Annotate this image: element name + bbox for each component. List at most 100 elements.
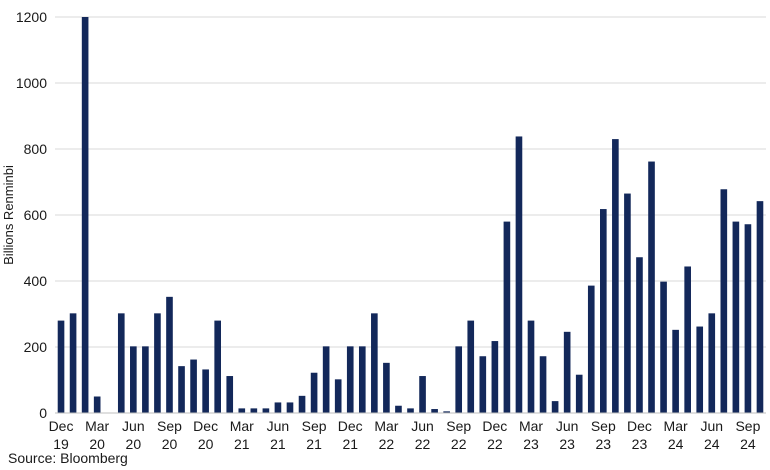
- bar: [551, 401, 559, 413]
- gridlines: [55, 16, 766, 348]
- x-tick-label-year: 22: [487, 436, 503, 452]
- x-tick-label-month: Mar: [230, 418, 254, 434]
- x-tick-label-month: Sep: [157, 418, 182, 434]
- x-tick-label-month: Sep: [446, 418, 471, 434]
- bar: [346, 346, 354, 413]
- x-tick-label-year: 23: [596, 436, 612, 452]
- bar: [407, 408, 414, 413]
- x-tick-label-month: Dec: [482, 418, 507, 434]
- x-tick-label-month: Mar: [85, 418, 109, 434]
- x-tick-label-month: Dec: [627, 418, 652, 434]
- bar: [587, 285, 595, 413]
- bar: [527, 320, 535, 413]
- x-tick-label-year: 20: [89, 436, 105, 452]
- bar: [756, 201, 764, 413]
- bar: [575, 374, 583, 413]
- bar: [563, 331, 571, 413]
- x-tick-label-year: 21: [234, 436, 250, 452]
- bar: [154, 313, 161, 413]
- y-axis-label: Billions Renminbi: [1, 165, 16, 265]
- x-tick-labels: Dec 19 Mar 20 Jun 20 Sep 20 Dec 20 Mar 21 Jun 21 Sep 21…: [49, 418, 761, 452]
- x-tick-label-month: Dec: [338, 418, 363, 434]
- bar: [599, 209, 607, 413]
- bar: [672, 329, 679, 413]
- y-tick-labels: 0 200 400 600 800 1000 1200: [16, 9, 47, 421]
- bar: [419, 376, 426, 413]
- x-tick-label-year: 23: [523, 436, 539, 452]
- x-tick-label-year: 23: [632, 436, 648, 452]
- x-tick-label-month: Dec: [49, 418, 74, 434]
- bar: [744, 224, 752, 413]
- x-tick-label-month: Jun: [556, 418, 579, 434]
- bar: [202, 369, 209, 413]
- bar: [358, 346, 366, 413]
- bar: [515, 136, 523, 413]
- bar: [395, 405, 402, 413]
- bar: [214, 320, 222, 413]
- bar: [503, 221, 511, 413]
- y-tick-label: 400: [24, 273, 48, 289]
- x-tick-label-month: Mar: [374, 418, 398, 434]
- bar: [708, 313, 716, 413]
- bar: [93, 396, 101, 413]
- x-tick-label-year: 20: [162, 436, 178, 452]
- x-tick-label-year: 24: [740, 436, 756, 452]
- x-tick-label-year: 21: [342, 436, 358, 452]
- x-tick-label-month: Mar: [519, 418, 543, 434]
- x-tick-label-month: Dec: [193, 418, 218, 434]
- bar: [443, 411, 450, 413]
- bar: [190, 359, 197, 413]
- y-tick-label: 800: [24, 141, 48, 157]
- bar: [57, 320, 65, 413]
- bar: [539, 356, 547, 413]
- bar: [274, 402, 282, 413]
- x-tick-label-year: 19: [53, 436, 69, 452]
- bar: [69, 313, 77, 413]
- bar: [383, 362, 390, 413]
- x-tick-label-year: 24: [668, 436, 684, 452]
- bar: [624, 193, 631, 413]
- x-tick-label-year: 21: [270, 436, 286, 452]
- bar: [371, 313, 378, 413]
- x-tick-label-month: Sep: [302, 418, 327, 434]
- bar: [491, 341, 499, 413]
- bar: [166, 296, 173, 413]
- x-tick-label-month: Sep: [735, 418, 760, 434]
- x-tick-label-year: 23: [559, 436, 575, 452]
- bar: [130, 346, 137, 413]
- bar: [660, 281, 667, 413]
- bars: [57, 17, 764, 413]
- x-tick-label-month: Jun: [700, 418, 723, 434]
- y-tick-label: 1000: [16, 75, 47, 91]
- bar: [310, 372, 318, 413]
- bar: [720, 189, 728, 413]
- x-tick-label-year: 20: [126, 436, 142, 452]
- bar: [322, 346, 330, 413]
- bar: [298, 395, 306, 413]
- x-tick-label-year: 24: [704, 436, 720, 452]
- x-tick-label-month: Mar: [664, 418, 688, 434]
- x-tick-label-year: 22: [415, 436, 431, 452]
- bar: [455, 346, 463, 413]
- bar: [117, 313, 125, 413]
- x-tick-label-year: 20: [198, 436, 214, 452]
- x-tick-label-month: Jun: [267, 418, 290, 434]
- x-tick-label-month: Jun: [122, 418, 145, 434]
- bar: [431, 409, 438, 413]
- bar: [286, 402, 294, 413]
- bar: [696, 326, 704, 413]
- bar: [250, 408, 258, 413]
- bar: [732, 221, 740, 413]
- x-tick-label-month: Sep: [591, 418, 616, 434]
- bar: [636, 257, 643, 413]
- y-tick-label: 1200: [16, 9, 47, 25]
- bar: [612, 139, 619, 413]
- y-tick-label: 0: [39, 405, 47, 421]
- x-tick-label-year: 21: [306, 436, 322, 452]
- source-note: Source: Bloomberg: [8, 450, 128, 466]
- bar: [178, 366, 185, 413]
- x-tick-label-year: 22: [451, 436, 467, 452]
- bar: [81, 17, 89, 413]
- y-tick-label: 200: [24, 339, 48, 355]
